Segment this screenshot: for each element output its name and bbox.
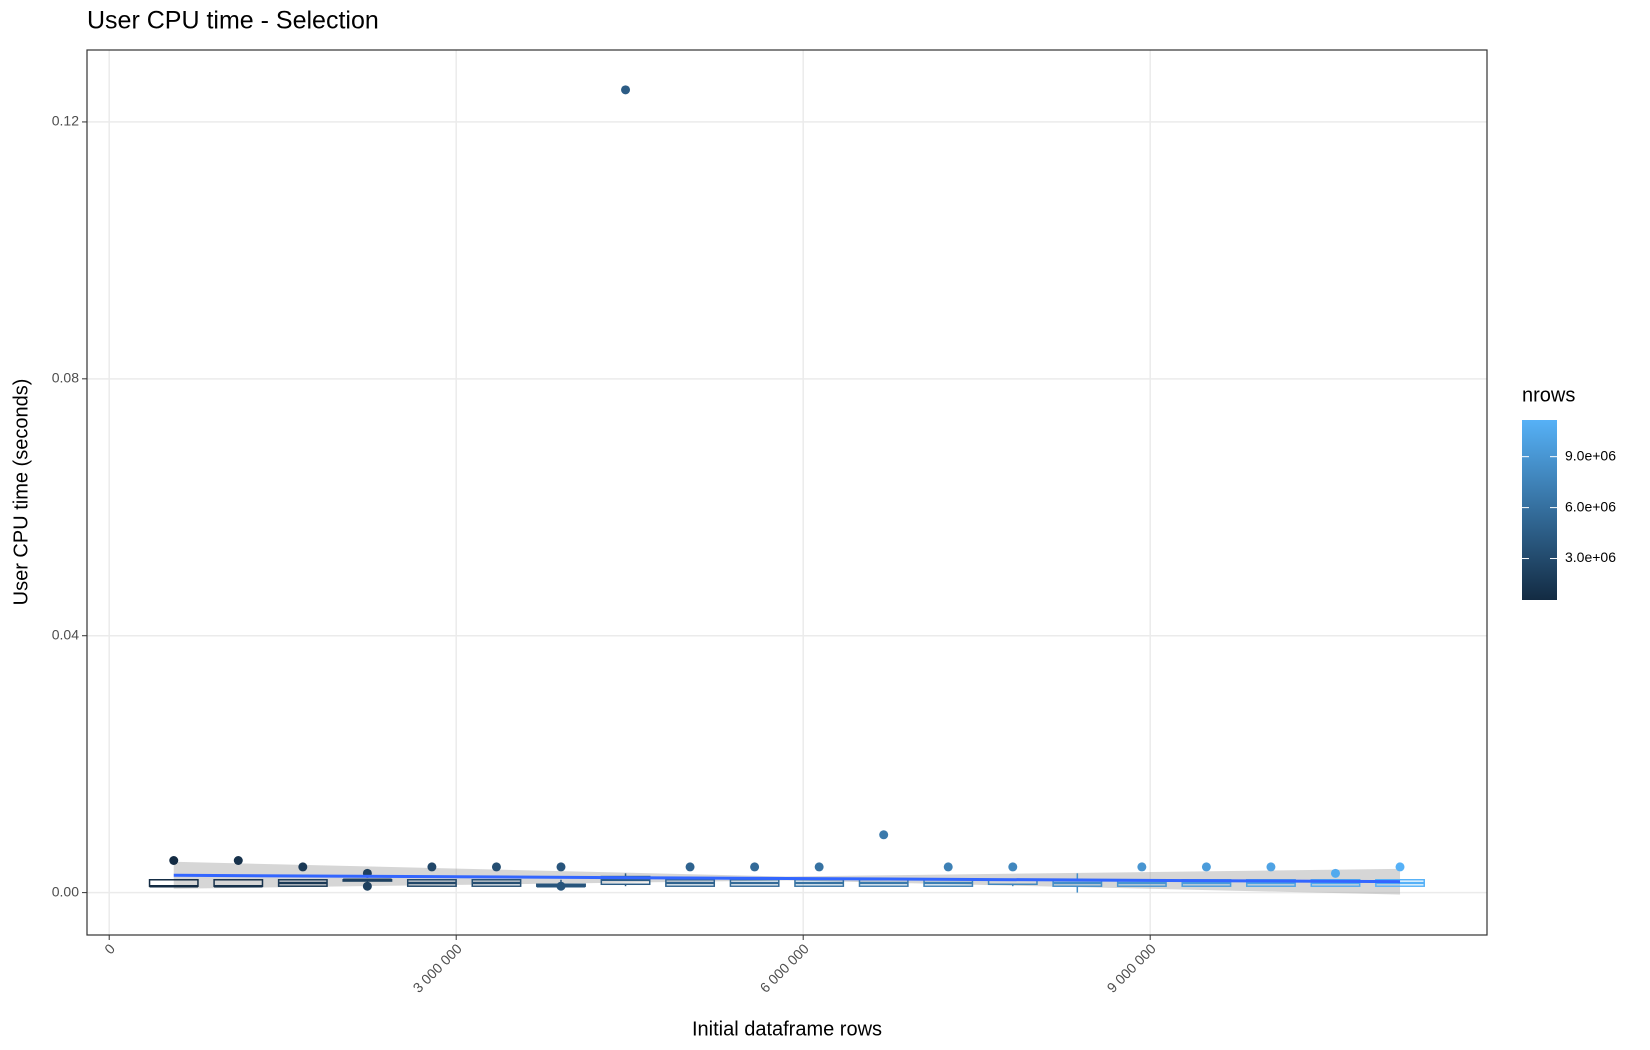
x-tick-label: 3 000 000 — [410, 940, 466, 996]
plot-frame — [86, 49, 1488, 936]
legend-title: nrows — [1522, 384, 1575, 406]
outlier-point — [1137, 862, 1147, 872]
colorbar — [1522, 420, 1557, 600]
x-tick-label: 6 000 000 — [757, 940, 813, 996]
outlier-point — [685, 862, 695, 872]
outlier-point — [943, 862, 953, 872]
outlier-point — [1266, 862, 1276, 872]
legend-tick-label: 6.0e+06 — [1565, 498, 1616, 514]
y-tick-label: 0.12 — [52, 113, 79, 129]
outlier-point — [1395, 862, 1405, 872]
outlier-point — [298, 862, 308, 872]
outlier-point — [814, 862, 824, 872]
chart-title: User CPU time - Selection — [87, 7, 379, 35]
plot-background — [87, 50, 1487, 935]
outlier-point — [750, 862, 760, 872]
smooth-line — [173, 873, 1401, 884]
y-tick-label: 0.04 — [52, 626, 79, 642]
outlier-point — [233, 856, 243, 866]
x-axis-title: Initial dataframe rows — [692, 1018, 882, 1040]
legend-tick-label: 9.0e+06 — [1565, 447, 1616, 463]
outlier-point — [879, 830, 889, 840]
outlier-point — [556, 862, 566, 872]
outlier-point — [427, 862, 437, 872]
outlier-point — [491, 862, 501, 872]
outlier-point — [556, 881, 566, 891]
y-tick-label: 0.00 — [52, 883, 79, 899]
outlier-point — [1201, 862, 1211, 872]
y-axis-title: User CPU time (seconds) — [10, 379, 32, 606]
outlier-point — [362, 881, 372, 891]
x-tick-label: 0 — [101, 940, 118, 957]
outlier-point — [1330, 868, 1340, 878]
outlier-point — [621, 85, 631, 95]
legend-tick-label: 3.0e+06 — [1565, 549, 1616, 565]
y-tick-label: 0.08 — [52, 370, 79, 386]
outlier-point — [1008, 862, 1018, 872]
x-tick-label: 9 000 000 — [1104, 940, 1160, 996]
outlier-point — [169, 856, 179, 866]
